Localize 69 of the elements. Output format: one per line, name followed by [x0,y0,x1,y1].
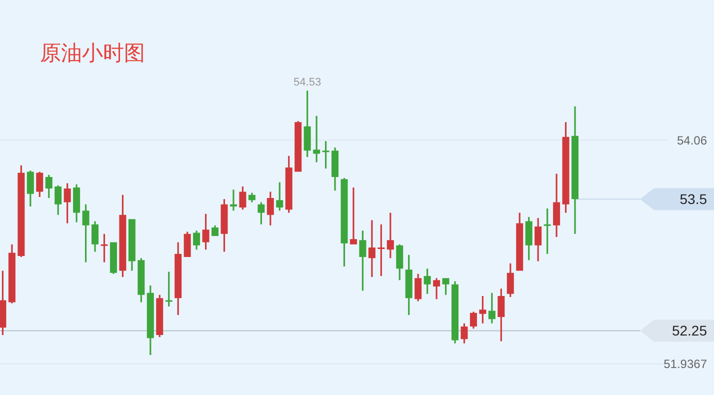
candlestick [184,232,191,258]
candlestick [18,165,25,258]
candlestick [82,204,90,262]
ref-line-label: 52.25 [672,322,708,339]
candlestick [36,172,44,197]
candlestick [156,294,164,338]
candlestick [239,186,246,210]
candlestick [470,312,477,329]
candlestick [73,184,80,222]
candlestick [516,212,524,271]
candlestick [174,242,182,315]
candlestick [64,183,71,224]
candlestick [368,220,376,278]
annotation: 54.53 [294,76,322,89]
candlestick [100,234,108,262]
candlestick [340,178,348,266]
candlestick [202,214,210,250]
candlestick [212,225,219,236]
candlestick [350,187,357,244]
candlestick [488,292,496,324]
candlestick [248,192,256,202]
candlestick [119,194,126,278]
candlestick [92,221,99,252]
candlestick [45,174,52,198]
candlestick [498,288,505,342]
candlestick [110,242,117,274]
candlestick [313,116,320,162]
candlestick [304,90,311,157]
candlestick [332,147,339,191]
candlestick [54,185,62,215]
candlestick [258,202,265,224]
candlestick [266,192,274,226]
candlestick [294,121,302,172]
candlestick [386,212,394,258]
candlestick [128,219,136,271]
candlestick [26,170,34,206]
candlestick [359,230,366,291]
candlestick [442,278,450,295]
candlestick [165,272,172,307]
candlestick [8,244,16,304]
y-tick-label: 51.9367 [664,356,708,371]
candlestick [525,216,532,260]
candlestick [452,281,459,344]
candlestick [193,230,200,250]
candlestick [460,323,468,344]
candlestick [553,174,560,237]
candlestick [544,208,551,254]
candlestick [220,199,228,252]
candlestick [506,263,514,298]
candlestick [424,268,431,294]
candlestick [405,254,412,315]
text: 原油小时图 [40,41,145,65]
candlestick [396,244,404,280]
candlestick [433,278,440,300]
candlestick [276,182,284,211]
candlestick [138,258,145,302]
candlestick [285,156,292,213]
candlestick [414,274,422,302]
candlestick [562,122,570,213]
candlestick [230,190,237,211]
candlestick [322,141,330,169]
candlestick [0,270,6,335]
ref-line-label: 53.5 [680,191,708,208]
candlestick [479,296,486,324]
candlestick [378,224,385,276]
candlestick [146,285,154,355]
candlestick [534,218,542,262]
candlestick [572,106,578,234]
y-tick-label: 54.06 [676,133,708,148]
